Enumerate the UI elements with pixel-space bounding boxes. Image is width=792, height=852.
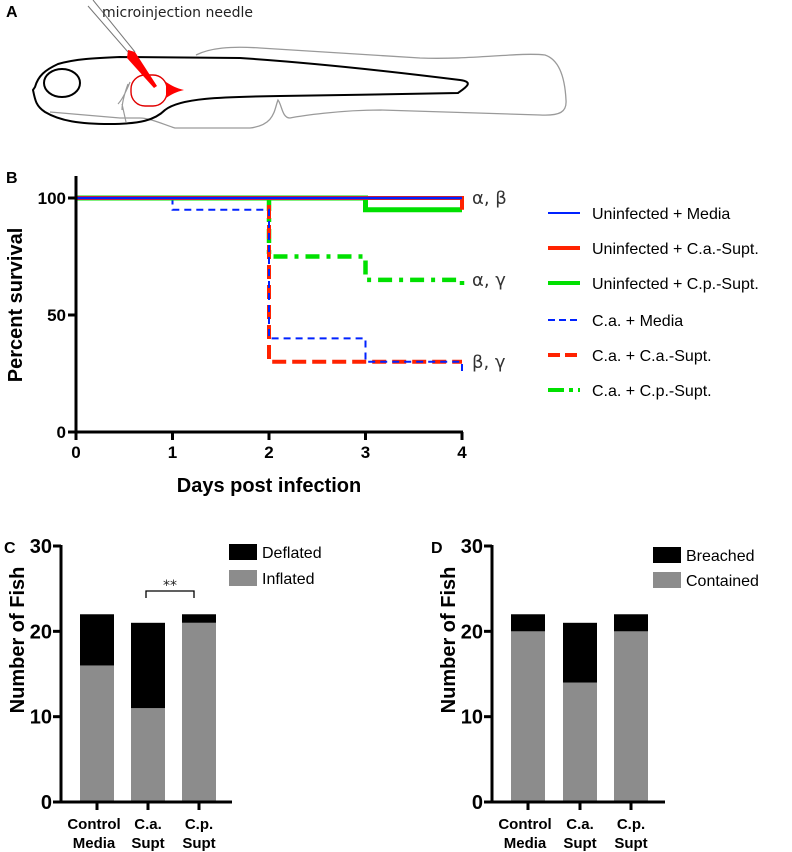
- panel-a-label: A: [6, 4, 18, 21]
- legend: Breached Contained: [653, 547, 759, 590]
- bar-segment-contained: [563, 682, 597, 802]
- needle-line-2: [92, 0, 136, 53]
- x-tick-label: 3: [361, 443, 370, 462]
- survival-curve-c-a-c-a-supt-: [76, 196, 462, 364]
- y-tick-label: 30: [30, 536, 52, 558]
- y-tick-label: 50: [47, 306, 66, 325]
- legend-swatch-breached: [653, 547, 681, 563]
- fish-fin-outline: [49, 46, 567, 129]
- y-tick-label: 20: [461, 621, 483, 643]
- legend-label: Uninfected + C.a.-Supt.: [592, 241, 759, 258]
- y-tick-label: 0: [41, 792, 52, 814]
- y-axis-title: Percent survival: [5, 228, 27, 383]
- x-tick-label: 2: [264, 443, 273, 462]
- legend-label-deflated: Deflated: [262, 545, 322, 562]
- panel-d-label: D: [431, 540, 443, 557]
- x-category-label: Media: [73, 835, 116, 852]
- y-tick-label: 10: [30, 707, 52, 729]
- legend: Uninfected + Media Uninfected + C.a.-Sup…: [548, 206, 759, 400]
- x-category-label: Supt: [563, 835, 596, 852]
- x-tick-label: 4: [457, 443, 467, 462]
- y-axis-title: Number of Fish: [7, 567, 29, 714]
- axis-ticks: 0 10 20 30 Control Media C.a. Supt C.p. Supt: [30, 536, 216, 852]
- panel-a: A microinjection needle: [6, 0, 567, 129]
- axis-ticks: 0 10 20 30 Control Media C.a. Supt C.p. Supt: [461, 536, 648, 852]
- panel-d-bar-chart: D 0 10 20 30 Control Media C.a. Supt C.p. Supt Nu…: [431, 536, 759, 852]
- legend-swatch-deflated: [229, 544, 257, 560]
- bar-segment-inflated: [182, 622, 216, 802]
- bar-segment-deflated: [131, 622, 165, 709]
- x-category-label: Control: [67, 816, 120, 833]
- legend-label-inflated: Inflated: [262, 571, 314, 588]
- y-tick-label: 10: [461, 707, 483, 729]
- y-axis-title: Number of Fish: [438, 567, 460, 714]
- x-category-label: Media: [504, 835, 547, 852]
- legend-label-breached: Breached: [686, 548, 755, 565]
- x-category-label: Supt: [131, 835, 164, 852]
- y-tick-label: 100: [38, 189, 66, 208]
- y-tick-label: 0: [57, 423, 66, 442]
- x-tick-label: 1: [168, 443, 177, 462]
- bar-segment-contained: [614, 631, 648, 802]
- bar-segment-breached: [563, 622, 597, 683]
- axis-ticks: 0 1 2 3 4 0 50 100: [38, 189, 468, 462]
- bars: [511, 614, 648, 802]
- x-category-label: Supt: [614, 835, 647, 852]
- significance-bracket: **: [145, 578, 195, 598]
- annotation-alpha-beta: α, β: [472, 188, 507, 209]
- legend-label: C.a. + C.a.-Supt.: [592, 348, 712, 365]
- panel-c-label: C: [4, 540, 16, 557]
- x-axis-title: Days post infection: [177, 475, 361, 497]
- fish-yolk-lines: [117, 81, 131, 123]
- x-category-label: C.a.: [134, 816, 162, 833]
- legend-swatch-contained: [653, 572, 681, 588]
- x-category-label: C.p.: [185, 816, 213, 833]
- y-tick-label: 20: [30, 621, 52, 643]
- significance-annotations: α, β α, γ β, γ: [472, 188, 507, 373]
- y-tick-label: 0: [472, 792, 483, 814]
- legend-label: Uninfected + Media: [592, 206, 730, 223]
- y-tick-label: 30: [461, 536, 483, 558]
- needle-line-1: [87, 5, 129, 53]
- x-category-label: Supt: [182, 835, 215, 852]
- x-category-label: C.p.: [617, 816, 645, 833]
- panel-b-label: B: [6, 170, 18, 187]
- bracket-line: [145, 590, 195, 598]
- bar-segment-contained: [511, 631, 545, 802]
- x-category-label: C.a.: [566, 816, 594, 833]
- needle-tip: [127, 50, 157, 88]
- panel-c-bar-chart: C 0 10 20 30 Control Media C.a. Supt C.p. Supt Nu…: [4, 536, 322, 852]
- fish-body-outline: [31, 55, 469, 126]
- fish-eye: [43, 68, 81, 98]
- bar-segment-inflated: [131, 708, 165, 802]
- bar-segment-deflated: [182, 614, 216, 623]
- bar-segment-breached: [511, 614, 545, 632]
- bar-segment-inflated: [80, 665, 114, 802]
- needle-label: microinjection needle: [102, 5, 253, 21]
- ventricle-extension: [166, 82, 184, 98]
- annotation-beta-gamma: β, γ: [472, 352, 506, 373]
- bar-segment-breached: [614, 614, 648, 632]
- panel-b-survival-chart: B 0 1 2 3 4 0 50 100 Days post infection Percen…: [5, 170, 759, 497]
- annotation-alpha-gamma: α, γ: [472, 270, 506, 291]
- legend-label: Uninfected + C.p.-Supt.: [592, 276, 759, 293]
- survival-curve-c-a-media: [76, 197, 463, 374]
- legend-label: C.a. + Media: [592, 313, 683, 330]
- legend-swatch-inflated: [229, 570, 257, 586]
- bar-segment-deflated: [80, 614, 114, 666]
- legend-label-contained: Contained: [686, 573, 759, 590]
- x-tick-label: 0: [71, 443, 80, 462]
- x-category-label: Control: [498, 816, 551, 833]
- bars: [80, 614, 216, 802]
- legend-label: C.a. + C.p.-Supt.: [592, 383, 712, 400]
- legend: Deflated Inflated: [229, 544, 322, 588]
- survival-curves: [76, 195, 465, 374]
- significance-label: **: [163, 578, 177, 594]
